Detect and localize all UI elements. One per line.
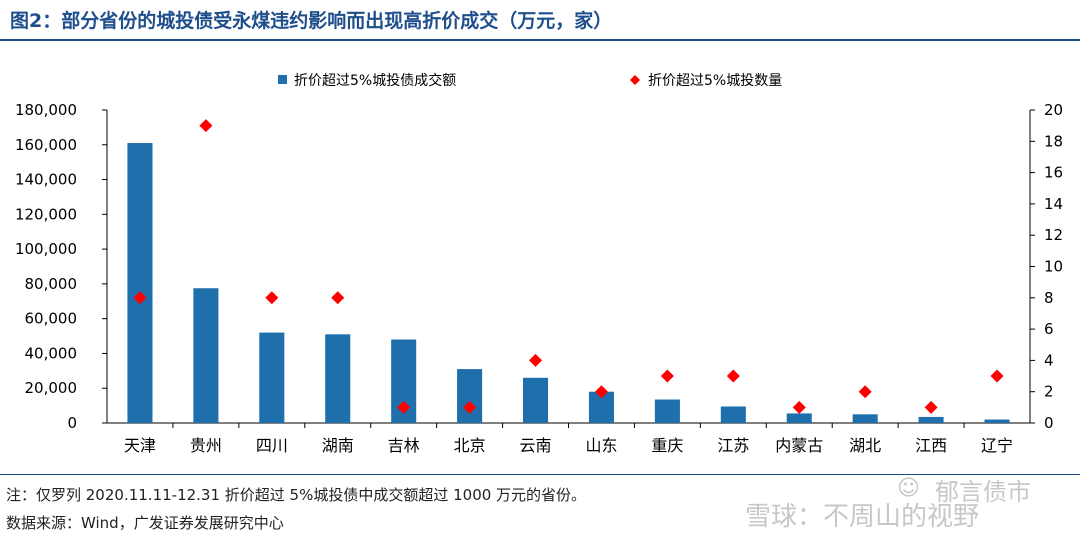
marker-point [924,400,938,414]
y-tick-label-right: 14 [1044,195,1063,213]
marker-point [133,291,147,305]
y-tick-label-left: 40,000 [25,344,78,362]
bar [852,414,878,423]
y-tick-label-left: 120,000 [15,205,77,223]
bar-series [127,143,1010,423]
y-tick-label-left: 140,000 [15,171,77,189]
bar [918,416,944,423]
marker-point [397,400,411,414]
bar [786,413,812,423]
y-tick-label-right: 2 [1044,383,1054,401]
bar [259,332,285,423]
y-tick-label-left: 100,000 [15,240,77,258]
figure-title: 图2：部分省份的城投债受永煤违约影响而出现高折价成交（万元，家） [10,10,613,32]
y-tick-label-right: 12 [1044,226,1063,244]
figure-note: 注：仅罗列 2020.11.11-12.31 折价超过 5%城投债中成交额超过 … [6,486,587,504]
x-tick-label: 湖北 [849,436,881,455]
y-tick-label-right: 16 [1044,164,1063,182]
marker-point [792,400,806,414]
marker-point [858,385,872,399]
bar [720,406,746,423]
bar [325,334,351,423]
chart-axes: 0 20,000 40,000 60,000 80,000 100,000 120,000 1… [15,101,1063,455]
y-tick-label-right: 20 [1044,101,1063,119]
x-tick-label: 湖南 [322,436,354,455]
x-tick-label: 北京 [454,436,486,455]
marker-point [660,369,674,383]
watermark-bottom: 雪球：不周山的视野 [745,502,980,532]
y-tick-label-left: 180,000 [15,101,77,119]
figure-source: 数据来源：Wind，广发证券发展研究中心 [6,514,284,532]
marker-point [331,291,345,305]
wechat-watermark-icon: ☺ [897,476,920,501]
bar [984,419,1010,423]
x-tick-label: 辽宁 [981,436,1013,455]
y-tick-label-right: 6 [1044,320,1054,338]
y-tick-label-left: 60,000 [25,310,78,328]
bar [457,369,483,423]
marker-point [463,400,477,414]
legend-swatch-bar [278,75,287,84]
title-divider [0,39,1080,41]
y-tick-label-left: 80,000 [25,275,78,293]
marker-point [529,353,543,367]
x-tick-label: 内蒙古 [775,436,823,455]
bar [193,288,219,423]
x-tick-label: 四川 [256,436,288,455]
bar [654,399,680,423]
y-tick-label-left: 160,000 [15,136,77,154]
legend-label-bar: 折价超过5%城投债成交额 [294,72,456,89]
y-tick-label-right: 0 [1044,414,1054,432]
bar [523,377,549,423]
x-tick-label: 江苏 [717,436,749,455]
y-tick-label-left: 0 [67,414,77,432]
y-tick-label-right: 18 [1044,132,1063,150]
x-tick-label: 重庆 [651,436,683,455]
y-tick-label-left: 20,000 [25,379,78,397]
chart-legend: 折价超过5%城投债成交额 折价超过5%城投数量 [278,72,782,89]
legend-swatch-marker [630,75,640,85]
y-tick-label-right: 10 [1044,258,1063,276]
marker-point [990,369,1004,383]
x-tick-label: 吉林 [388,436,420,455]
y-tick-label-right: 8 [1044,289,1054,307]
y-tick-label-right: 4 [1044,351,1054,369]
footer-divider [0,474,1080,475]
marker-point [265,291,279,305]
x-tick-label: 山东 [585,436,617,455]
x-tick-label: 贵州 [190,436,222,455]
marker-point [199,119,213,133]
marker-point [594,385,608,399]
marker-series [133,119,1004,414]
x-tick-label: 天津 [124,436,156,455]
x-tick-label: 云南 [520,436,552,455]
watermark-top: 郁言债市 [935,478,1031,506]
legend-label-marker: 折价超过5%城投数量 [648,73,782,89]
bar [127,143,153,423]
chart: 0 20,000 40,000 60,000 80,000 100,000 120,000 1… [15,72,1063,455]
x-tick-label: 江西 [915,436,947,455]
marker-point [726,369,740,383]
